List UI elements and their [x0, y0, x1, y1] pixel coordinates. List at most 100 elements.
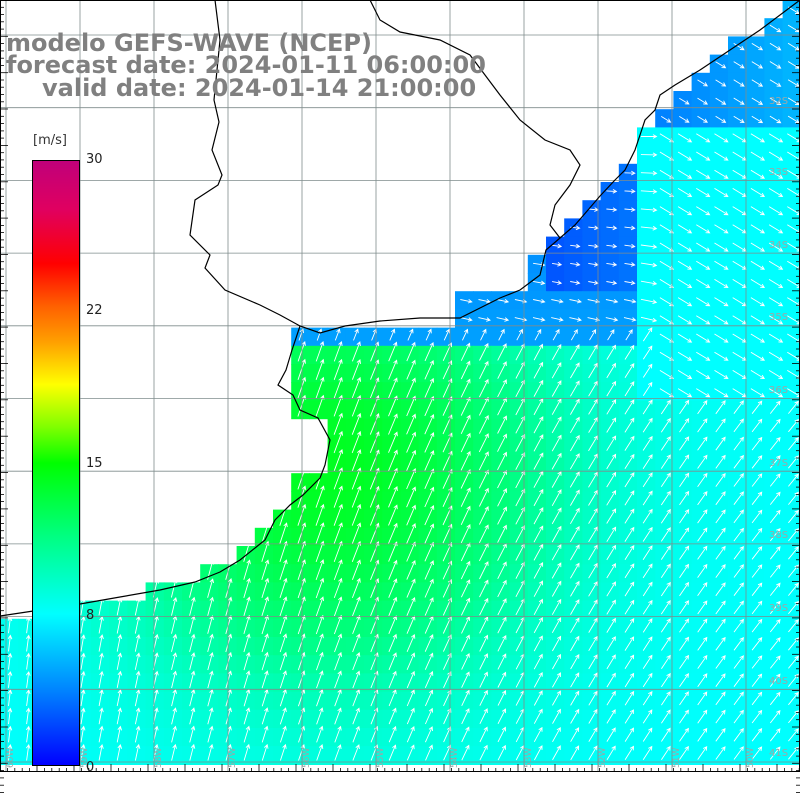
- wind-arrow: [697, 454, 708, 469]
- wind-arrow: [7, 689, 13, 706]
- wind-arrow: [624, 490, 635, 506]
- wind-arrow: [750, 370, 766, 379]
- wind-arrow: [715, 655, 726, 669]
- wind-arrow: [551, 362, 562, 379]
- wind-arrow: [25, 743, 31, 761]
- wind-arrow: [697, 746, 708, 760]
- wind-arrow: [424, 726, 433, 743]
- wind-cell: [728, 400, 747, 420]
- wind-arrow: [479, 634, 489, 652]
- wind-arrow: [588, 635, 598, 652]
- wind-arrow: [333, 341, 343, 362]
- wind-arrow: [497, 379, 507, 398]
- wind-arrow: [624, 709, 634, 724]
- wind-arrow: [751, 564, 763, 578]
- wind-arrow: [80, 597, 86, 616]
- wind-arrow: [569, 453, 580, 470]
- wind-arrow: [769, 728, 781, 742]
- wind-arrow: [443, 328, 450, 341]
- wind-arrow: [406, 596, 416, 616]
- wind-arrow: [733, 691, 744, 706]
- wind-cell: [782, 182, 800, 201]
- wind-arrow: [515, 452, 526, 470]
- wind-arrow: [733, 418, 744, 433]
- wind-arrow: [642, 709, 653, 724]
- wind-arrow: [334, 725, 342, 743]
- wind-arrow: [279, 743, 287, 761]
- wind-cell: [546, 691, 565, 711]
- wind-cell: [691, 546, 711, 565]
- wind-arrow: [788, 437, 799, 451]
- wind-cell: [600, 455, 620, 474]
- wind-cell: [582, 673, 602, 693]
- wind-arrow: [515, 488, 526, 507]
- wind-cell: [655, 600, 674, 620]
- wind-arrow: [624, 690, 635, 706]
- wind-arrow: [570, 727, 580, 742]
- wind-arrow: [588, 417, 598, 433]
- wind-arrow: [26, 634, 31, 652]
- wind-arrow: [679, 399, 690, 415]
- wind-cell: [746, 728, 765, 747]
- wind-arrow: [116, 597, 123, 616]
- wind-arrow: [424, 670, 434, 688]
- wind-arrow: [733, 43, 745, 51]
- wind-arrow: [624, 417, 635, 433]
- wind-arrow: [116, 743, 123, 761]
- wind-arrow: [733, 491, 744, 505]
- wind-arrow: [533, 488, 544, 507]
- wind-arrow: [134, 707, 141, 725]
- wind-cell: [564, 345, 583, 365]
- wind-arrow: [640, 134, 658, 139]
- wind-arrow: [570, 708, 580, 724]
- wind-arrow: [679, 600, 690, 615]
- wind-arrow: [189, 633, 196, 653]
- wind-arrow: [532, 317, 546, 322]
- wind-arrow: [750, 151, 766, 161]
- wind-arrow: [769, 618, 781, 633]
- wind-arrow: [315, 577, 325, 599]
- wind-cell: [728, 436, 747, 456]
- wind-arrow: [116, 652, 123, 670]
- wind-arrow: [279, 688, 287, 707]
- wind-arrow: [677, 260, 693, 270]
- wind-arrow: [333, 358, 343, 380]
- wind-arrow: [733, 79, 745, 87]
- wind-arrow: [751, 79, 764, 87]
- wind-arrow: [424, 413, 435, 435]
- wind-arrow: [606, 599, 616, 615]
- wind-arrow: [679, 673, 690, 688]
- wind-arrow: [788, 728, 799, 742]
- wind-arrow: [498, 328, 505, 341]
- wind-arrow: [297, 376, 307, 399]
- wind-arrow: [697, 691, 708, 706]
- wind-arrow: [588, 380, 598, 397]
- wind-cell: [746, 709, 765, 729]
- valid-date: valid date: 2024-01-14 21:00:00: [42, 74, 477, 102]
- wind-arrow: [388, 504, 398, 526]
- wind-arrow: [424, 504, 435, 526]
- wind-cell: [582, 345, 602, 365]
- wind-arrow: [315, 633, 324, 653]
- wind-arrow: [207, 707, 214, 725]
- wind-arrow: [406, 504, 417, 526]
- wind-arrow: [388, 744, 397, 761]
- wind-arrow: [606, 690, 616, 706]
- wind-arrow: [768, 333, 784, 343]
- wind-arrow: [388, 413, 398, 435]
- wind-arrow: [606, 526, 617, 542]
- wind-arrow: [279, 614, 288, 635]
- wind-cell: [782, 18, 800, 37]
- wind-arrow: [497, 726, 506, 743]
- wind-arrow: [533, 416, 544, 434]
- wind-arrow: [679, 472, 690, 487]
- wind-arrow: [261, 651, 269, 671]
- wind-arrow: [496, 298, 510, 304]
- wind-arrow: [207, 651, 214, 671]
- wind-arrow: [733, 115, 745, 123]
- wind-arrow: [424, 560, 434, 580]
- wind-arrow: [606, 399, 617, 415]
- wind-arrow: [677, 388, 693, 398]
- wind-arrow: [461, 726, 470, 743]
- wind-arrow: [479, 360, 489, 379]
